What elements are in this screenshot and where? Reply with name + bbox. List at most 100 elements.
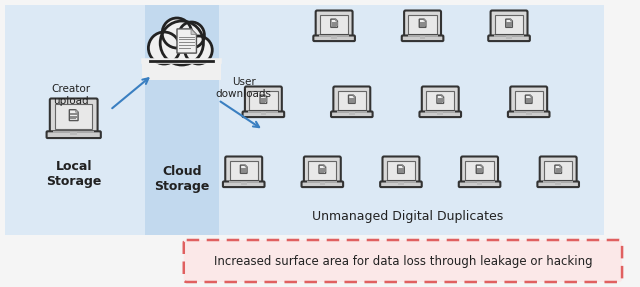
Polygon shape	[319, 165, 326, 173]
Bar	[230, 161, 258, 180]
Bar	[465, 181, 495, 183]
FancyBboxPatch shape	[459, 181, 500, 187]
Bar	[308, 161, 337, 180]
Bar	[307, 181, 337, 183]
Polygon shape	[424, 19, 426, 21]
Bar	[437, 113, 443, 115]
Bar	[408, 36, 438, 38]
Bar	[408, 15, 436, 34]
Polygon shape	[331, 19, 337, 27]
Text: Increased surface area for data loss through leakage or hacking: Increased surface area for data loss thr…	[214, 255, 592, 267]
Bar	[248, 111, 278, 113]
Bar	[543, 181, 573, 183]
Polygon shape	[324, 165, 326, 167]
Text: Creator
upload: Creator upload	[51, 84, 90, 106]
Bar	[544, 161, 572, 180]
Bar	[319, 36, 349, 38]
Polygon shape	[476, 165, 483, 173]
Circle shape	[179, 22, 204, 48]
Circle shape	[185, 36, 212, 64]
Polygon shape	[191, 29, 196, 34]
Circle shape	[162, 18, 191, 48]
Polygon shape	[437, 95, 444, 103]
Polygon shape	[335, 19, 337, 21]
Polygon shape	[419, 19, 426, 27]
FancyBboxPatch shape	[540, 156, 577, 184]
FancyBboxPatch shape	[331, 111, 372, 117]
Bar	[526, 113, 532, 115]
Text: Local
Storage: Local Storage	[46, 160, 101, 188]
Polygon shape	[245, 165, 247, 167]
Text: Unmanaged Digital Duplicates: Unmanaged Digital Duplicates	[312, 210, 504, 223]
Polygon shape	[76, 110, 78, 112]
Polygon shape	[525, 95, 532, 103]
Bar	[319, 183, 325, 185]
Polygon shape	[265, 95, 267, 97]
Circle shape	[160, 21, 204, 65]
Bar	[5, 5, 604, 235]
Bar	[337, 111, 367, 113]
FancyBboxPatch shape	[491, 11, 527, 38]
Bar	[338, 91, 366, 110]
Bar	[386, 181, 416, 183]
FancyBboxPatch shape	[301, 181, 343, 187]
FancyBboxPatch shape	[402, 36, 444, 41]
Bar	[556, 183, 561, 185]
Polygon shape	[442, 95, 444, 97]
Bar	[426, 91, 454, 110]
Polygon shape	[511, 19, 513, 21]
Bar	[320, 15, 348, 34]
Text: User
downloads: User downloads	[216, 77, 272, 99]
FancyBboxPatch shape	[314, 36, 355, 41]
Polygon shape	[530, 95, 532, 97]
FancyBboxPatch shape	[225, 156, 262, 184]
FancyBboxPatch shape	[316, 11, 353, 38]
Bar	[228, 181, 259, 183]
Bar	[387, 161, 415, 180]
FancyBboxPatch shape	[333, 86, 371, 114]
Polygon shape	[349, 95, 355, 103]
Bar	[53, 131, 94, 133]
Bar	[332, 36, 337, 39]
Bar	[494, 36, 524, 38]
FancyBboxPatch shape	[538, 181, 579, 187]
FancyBboxPatch shape	[243, 111, 284, 117]
FancyBboxPatch shape	[488, 36, 530, 41]
Bar	[55, 104, 92, 129]
FancyBboxPatch shape	[422, 86, 459, 114]
Circle shape	[148, 32, 180, 64]
Bar	[70, 132, 77, 135]
Bar	[241, 183, 246, 185]
FancyBboxPatch shape	[404, 11, 441, 38]
Polygon shape	[559, 165, 561, 167]
Polygon shape	[260, 95, 267, 103]
FancyBboxPatch shape	[223, 181, 264, 187]
Bar	[249, 91, 278, 110]
Polygon shape	[177, 29, 196, 53]
Bar	[514, 111, 544, 113]
FancyBboxPatch shape	[50, 98, 97, 134]
Polygon shape	[555, 165, 561, 173]
FancyBboxPatch shape	[380, 181, 422, 187]
Polygon shape	[397, 165, 404, 173]
Polygon shape	[481, 165, 483, 167]
Bar	[145, 5, 219, 235]
Polygon shape	[506, 19, 513, 27]
Bar	[495, 15, 523, 34]
Bar	[420, 36, 426, 39]
Bar	[465, 161, 493, 180]
FancyBboxPatch shape	[461, 156, 498, 184]
Polygon shape	[353, 95, 355, 97]
Bar	[425, 111, 455, 113]
FancyBboxPatch shape	[508, 111, 550, 117]
FancyBboxPatch shape	[510, 86, 547, 114]
Bar	[260, 113, 266, 115]
FancyBboxPatch shape	[419, 111, 461, 117]
Polygon shape	[241, 165, 247, 173]
Bar	[515, 91, 543, 110]
FancyBboxPatch shape	[383, 156, 419, 184]
Polygon shape	[69, 110, 78, 121]
FancyBboxPatch shape	[304, 156, 340, 184]
Bar	[477, 183, 483, 185]
Bar	[506, 36, 512, 39]
